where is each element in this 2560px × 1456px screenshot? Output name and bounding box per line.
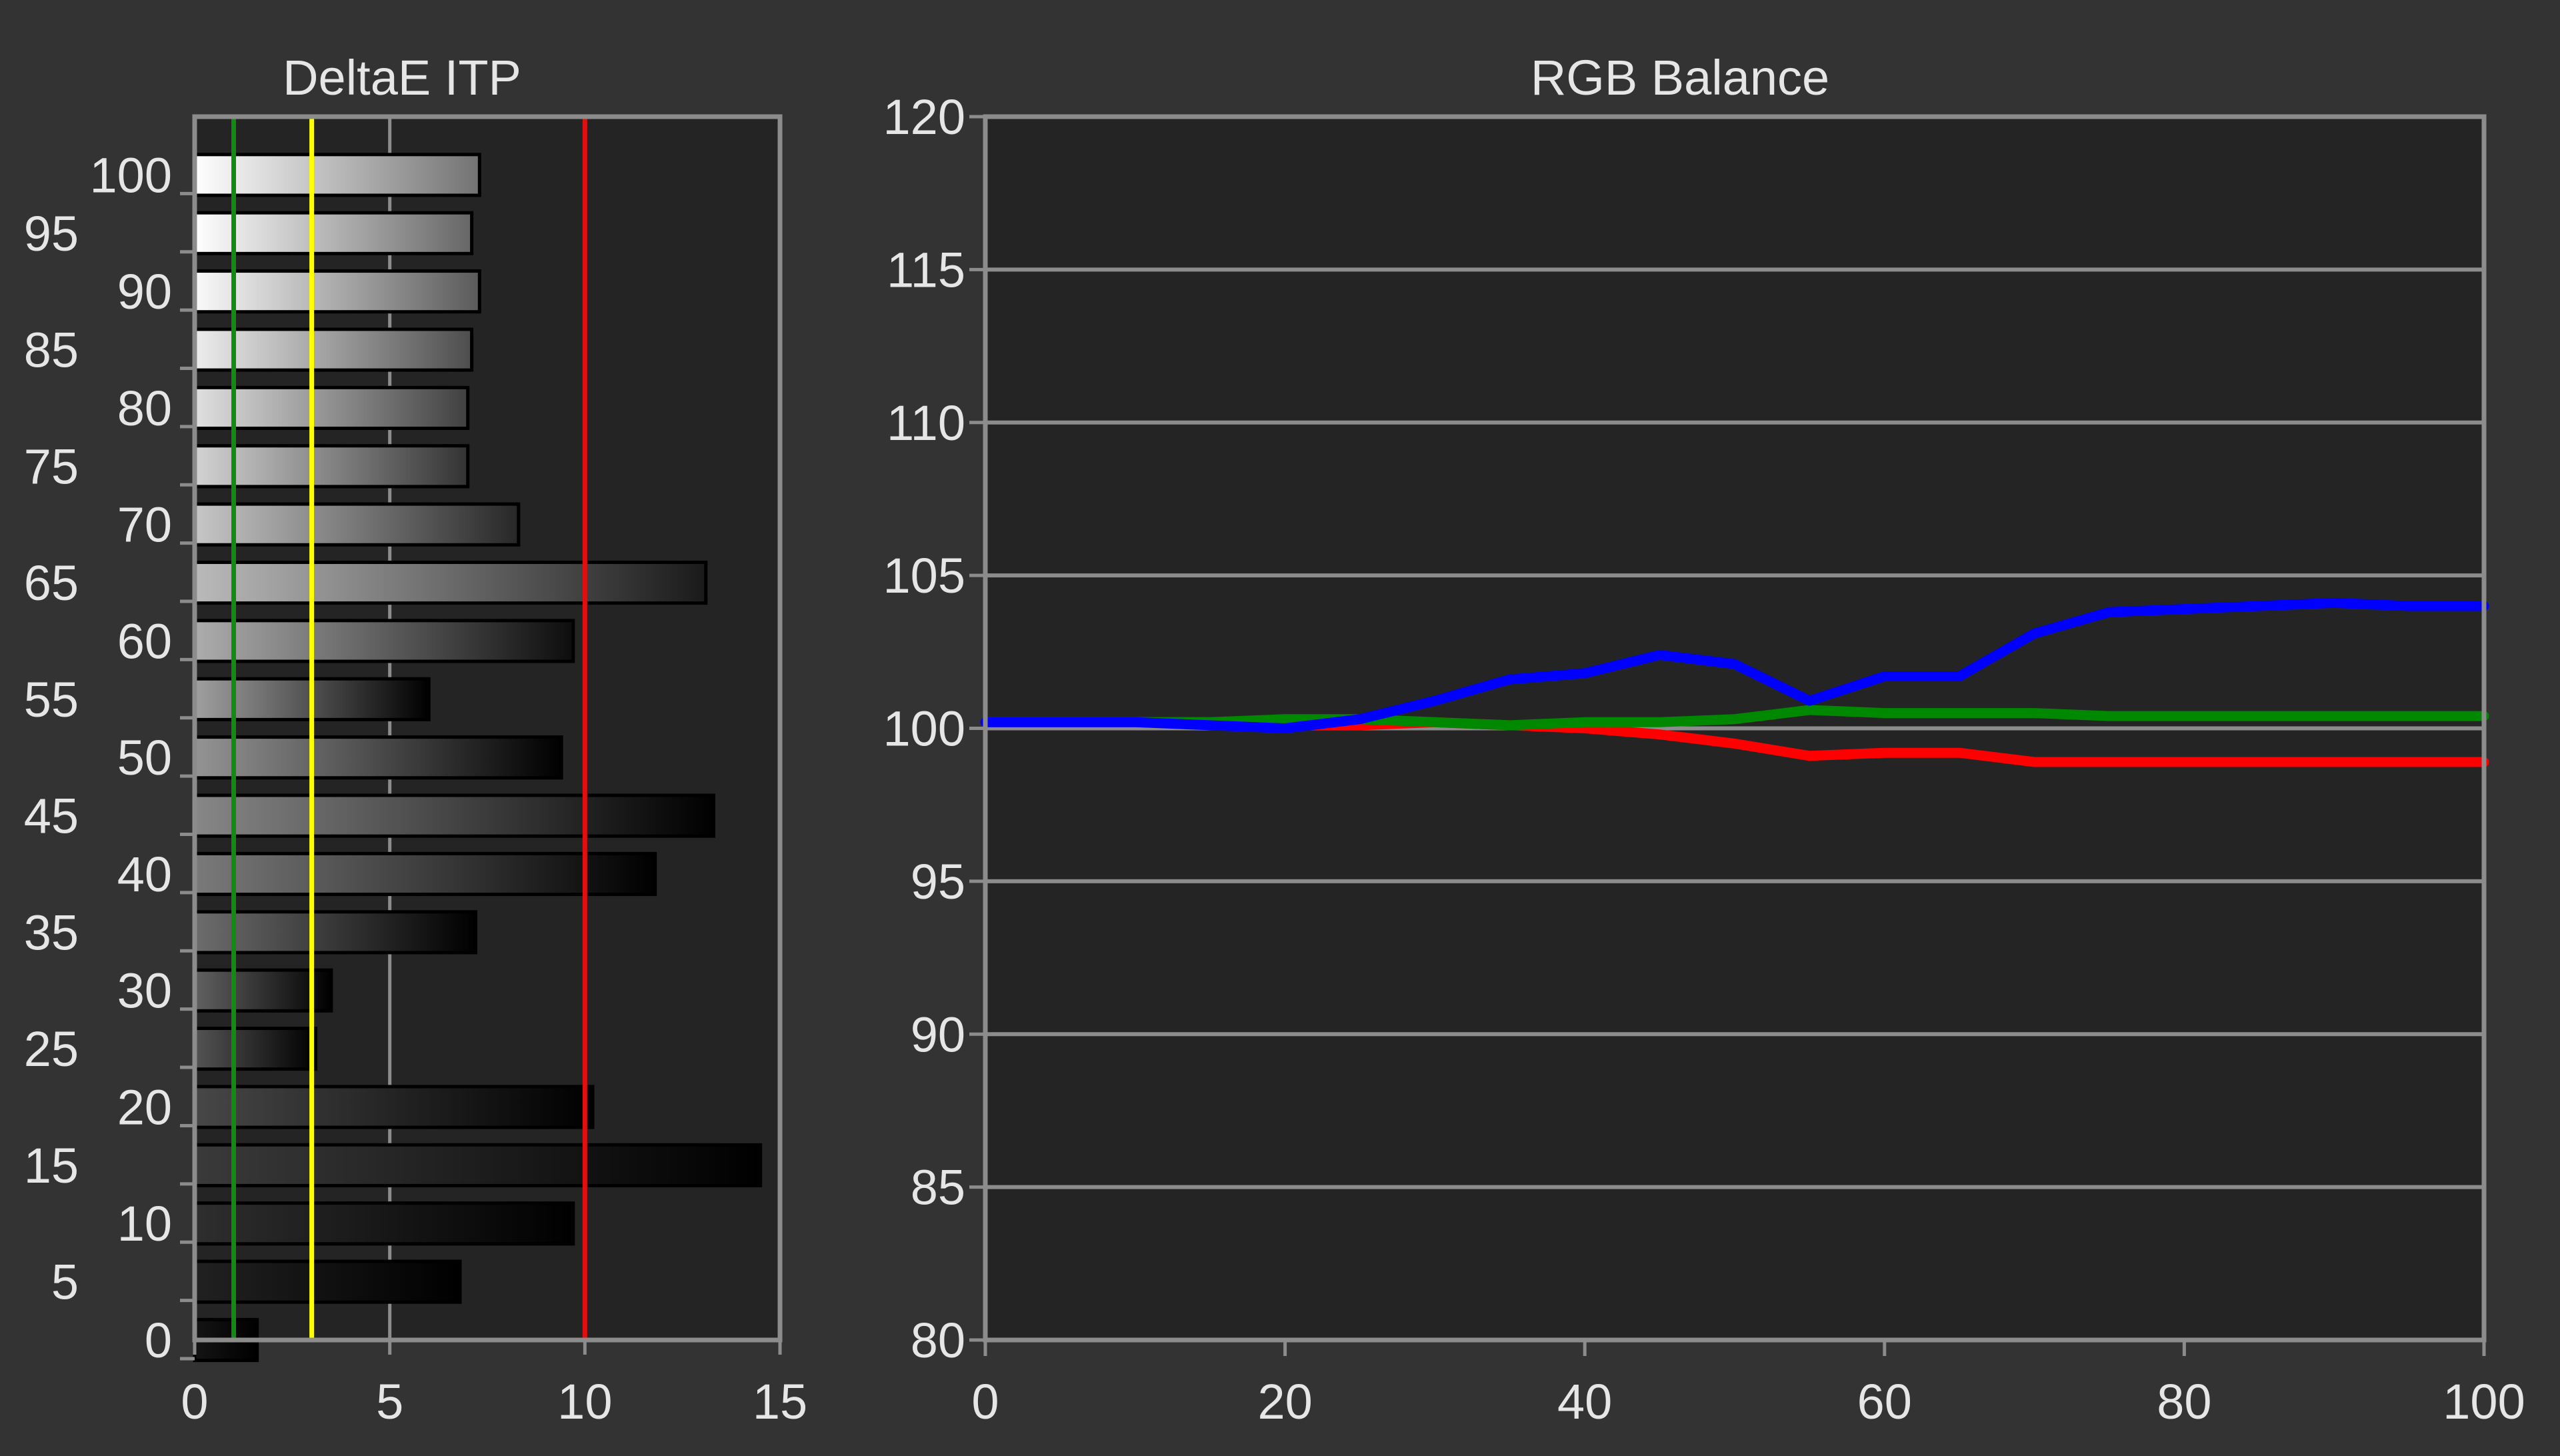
deltae-bar-60 <box>193 619 575 663</box>
rgb-y-tick-label-120: 120 <box>883 89 965 145</box>
deltae-y-tick-label-25: 25 <box>24 1021 79 1077</box>
rgb-x-tick-label-60: 60 <box>1857 1374 1912 1429</box>
deltae-bar-10 <box>193 1201 575 1246</box>
deltae-y-tick-label-10: 10 <box>117 1196 172 1251</box>
deltae-bar-70 <box>193 502 521 547</box>
rgb-x-tick-label-0: 0 <box>971 1374 999 1429</box>
deltae-plot-area <box>195 117 780 1340</box>
deltae-y-tick-label-15: 15 <box>24 1138 79 1193</box>
deltae-x-tick-label-5: 5 <box>376 1374 403 1429</box>
rgb-axes <box>969 114 2487 1356</box>
deltae-x-tick-label-0: 0 <box>181 1374 208 1429</box>
deltae-axes <box>180 114 783 1361</box>
deltae-plot-frame <box>192 114 783 1343</box>
deltae-y-tick-label-80: 80 <box>117 381 172 436</box>
deltae-y-tick-label-100: 100 <box>90 147 172 203</box>
deltae-y-tick-label-30: 30 <box>117 963 172 1019</box>
deltae-x-tick-label-10: 10 <box>557 1374 612 1429</box>
deltae-y-tick-label-75: 75 <box>24 439 79 494</box>
deltae-y-tick-label-85: 85 <box>24 323 79 378</box>
rgb-y-tick-label-100: 100 <box>883 701 965 757</box>
deltae-y-tick-label-5: 5 <box>51 1255 79 1310</box>
deltae-bar-30 <box>193 968 333 1013</box>
deltae-bar-35 <box>193 910 477 955</box>
rgb-x-tick-label-20: 20 <box>1257 1374 1312 1429</box>
deltae-bar-20 <box>193 1085 595 1129</box>
rgb-y-tick-label-85: 85 <box>911 1160 965 1215</box>
deltae-bar-50 <box>193 735 563 780</box>
deltae-bar-25 <box>193 1027 317 1071</box>
deltae-y-tick-labels: 0 5 10 15 20 25 30 35 40 45 50 55 60 65 70 75 80 85 90 9510… <box>24 147 172 1368</box>
rgb-grid <box>985 267 2484 1189</box>
deltae-y-tick-label-70: 70 <box>117 497 172 553</box>
deltae-chart-title: DeltaE ITP <box>283 50 521 105</box>
deltae-x-tick-labels: 0 5 10 15 <box>181 1374 807 1429</box>
rgb-series-lines <box>980 597 2489 767</box>
deltae-bar-85 <box>193 327 474 372</box>
rgb-balance-chart: RGB Balance 80 85 90 95 100 105 110 115 120 0 20 4… <box>883 50 2525 1429</box>
rgb-y-tick-label-90: 90 <box>911 1007 965 1062</box>
deltae-y-tick-label-40: 40 <box>117 847 172 902</box>
deltae-bar-95 <box>193 211 474 255</box>
rgb-x-tick-labels: 0 20 40 60 80 100 <box>971 1374 2525 1429</box>
rgb-y-tick-label-105: 105 <box>883 548 965 603</box>
rgb-y-tick-label-80: 80 <box>911 1313 965 1368</box>
deltae-y-tick-label-55: 55 <box>24 672 79 727</box>
rgb-series-green <box>980 705 2489 731</box>
rgb-series-blue <box>980 597 2489 733</box>
deltae-bar-100 <box>193 153 481 197</box>
deltae-bar-65 <box>193 560 708 605</box>
deltae-y-tick-label-50: 50 <box>117 730 172 785</box>
deltae-threshold-lines <box>231 117 587 1340</box>
rgb-x-tick-label-100: 100 <box>2443 1374 2525 1429</box>
deltae-y-tick-label-90: 90 <box>117 264 172 319</box>
deltae-y-tick-label-60: 60 <box>117 613 172 669</box>
rgb-chart-title: RGB Balance <box>1531 50 1829 105</box>
deltae-y-tick-label-0: 0 <box>145 1313 172 1368</box>
deltae-bar-45 <box>193 793 715 838</box>
deltae-y-tick-label-35: 35 <box>24 905 79 960</box>
rgb-x-tick-label-80: 80 <box>2157 1374 2211 1429</box>
deltae-y-tick-label-20: 20 <box>117 1079 172 1135</box>
deltae-bar-5 <box>193 1259 462 1304</box>
deltae-bar-90 <box>193 269 481 314</box>
rgb-x-tick-label-40: 40 <box>1557 1374 1612 1429</box>
deltae-y-tick-label-65: 65 <box>24 555 79 611</box>
deltae-itp-chart: DeltaE ITP 05101520253035404550556065707… <box>24 50 807 1429</box>
deltae-x-tick-label-15: 15 <box>753 1374 807 1429</box>
deltae-y-tick-label-95: 95 <box>24 206 79 261</box>
rgb-y-tick-label-110: 110 <box>887 395 965 451</box>
rgb-y-tick-labels: 80 85 90 95 100 105 110 115 120 <box>883 89 965 1368</box>
deltae-bar-40 <box>193 851 657 897</box>
deltae-bar-15 <box>193 1143 763 1187</box>
rgb-y-tick-label-95: 95 <box>911 854 965 909</box>
deltae-y-tick-label-45: 45 <box>24 789 79 844</box>
rgb-y-tick-label-115: 115 <box>887 242 965 297</box>
